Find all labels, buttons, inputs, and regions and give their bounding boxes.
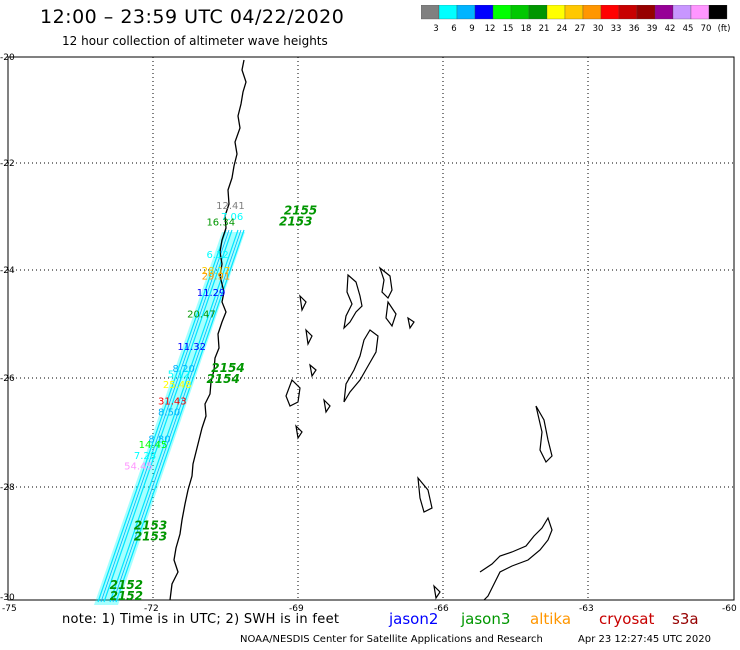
color-scale-legend: 3 6 9 12 15 18 21 24 27 30 33 36 39 42 45 70 (ft) [421, 5, 731, 34]
pass-time-label: 2155 [284, 203, 317, 217]
lon-label: -60 [722, 604, 737, 614]
footer-note: note: 1) Time is in UTC; 2) SWH is in fe… [62, 612, 340, 627]
wave-height-label: 7.06 [221, 212, 243, 223]
color-swatch [492, 5, 512, 20]
color-scale-label: 45 [683, 24, 694, 34]
color-scale-label: 39 [647, 24, 658, 34]
legend-jason2: jason2 [389, 610, 439, 628]
color-scale-label: 27 [575, 24, 586, 34]
lat-label: -24 [0, 266, 15, 276]
color-swatch [528, 5, 548, 20]
satellite-track [94, 229, 245, 605]
color-swatch [438, 5, 458, 20]
wave-height-label: 14.45 [139, 440, 168, 451]
page-subtitle: 12 hour collection of altimeter wave hei… [62, 34, 328, 48]
color-scale-label: 36 [629, 24, 640, 34]
wave-height-label: 12.41 [216, 201, 245, 212]
legend-s3a: s3a [672, 610, 699, 628]
wave-height-label: 16.34 [206, 217, 235, 228]
color-swatch [546, 5, 566, 20]
wave-height-label: 20.47 [187, 310, 216, 321]
wave-height-label: 31.43 [158, 397, 187, 408]
color-swatch [708, 5, 728, 20]
pass-time-label: 2152 [110, 589, 143, 603]
wave-height-label: 5.12 [168, 369, 190, 380]
color-swatch [582, 5, 602, 20]
color-scale-label: 21 [539, 24, 550, 34]
wave-height-label: 8.80 [148, 435, 170, 446]
color-scale-label: 3 [433, 24, 438, 34]
color-swatch [636, 5, 656, 20]
color-scale-label: 12 [485, 24, 496, 34]
lat-label: -22 [0, 159, 15, 169]
color-swatch [474, 5, 494, 20]
wave-height-label: 6.12 [206, 250, 228, 261]
lon-label: -75 [2, 604, 17, 614]
color-swatch [600, 5, 620, 20]
wave-height-label: 11.32 [177, 342, 206, 353]
legend-cryosat: cryosat [599, 610, 655, 628]
color-scale-label: 70 [701, 24, 712, 34]
color-swatch [421, 5, 440, 20]
pass-time-label: 2154 [211, 361, 244, 375]
gridlines [8, 57, 734, 600]
lat-label: -26 [0, 374, 15, 384]
inland-outlines [285, 266, 553, 601]
lat-label: -30 [0, 593, 15, 603]
lat-label: -28 [0, 483, 15, 493]
wave-height-label: 7.28 [134, 451, 156, 462]
wave-height-label: 28.17 [202, 266, 231, 277]
color-scale-label: 9 [469, 24, 474, 34]
wave-height-label: 54.45 [124, 462, 153, 473]
generated-timestamp: Apr 23 12:27:45 UTC 2020 [578, 634, 711, 645]
color-scale-label: 15 [503, 24, 514, 34]
color-scale-label: 6 [451, 24, 456, 34]
color-scale-label: 42 [665, 24, 676, 34]
lon-label: -69 [289, 604, 304, 614]
pass-time-label: 2153 [134, 518, 167, 532]
lat-label: -20 [0, 53, 15, 63]
wave-height-label: 29.91 [202, 272, 231, 283]
legend-altika: altika [530, 610, 572, 628]
wave-height-label: 8.50 [158, 407, 180, 418]
color-scale-label: (ft) [718, 24, 731, 34]
lon-label: -72 [144, 604, 159, 614]
color-swatch [618, 5, 638, 20]
map-frame [7, 56, 735, 601]
page-title: 12:00 – 23:59 UTC 04/22/2020 [40, 6, 345, 28]
pass-time-label: 2153 [279, 214, 312, 228]
wave-height-label: 25.48 [163, 380, 192, 391]
wave-height-label: 8.20 [173, 364, 195, 375]
color-swatch [672, 5, 692, 20]
coastline-chile [169, 59, 247, 601]
color-swatch [564, 5, 584, 20]
color-swatch [456, 5, 476, 20]
color-scale-label: 33 [611, 24, 622, 34]
credit-line: NOAA/NESDIS Center for Satellite Applica… [240, 634, 543, 645]
pass-time-label: 2152 [110, 578, 143, 592]
color-swatch [654, 5, 674, 20]
legend-jason3: jason3 [461, 610, 511, 628]
pass-time-label: 2153 [134, 529, 167, 543]
pass-time-label: 2154 [206, 372, 239, 386]
wave-height-label: 11.29 [197, 288, 226, 299]
color-scale-label: 18 [521, 24, 532, 34]
color-swatch [510, 5, 530, 20]
lon-label: -66 [434, 604, 449, 614]
color-swatch [690, 5, 710, 20]
color-scale-label: 24 [557, 24, 568, 34]
lon-label: -63 [579, 604, 594, 614]
color-scale-label: 30 [593, 24, 604, 34]
